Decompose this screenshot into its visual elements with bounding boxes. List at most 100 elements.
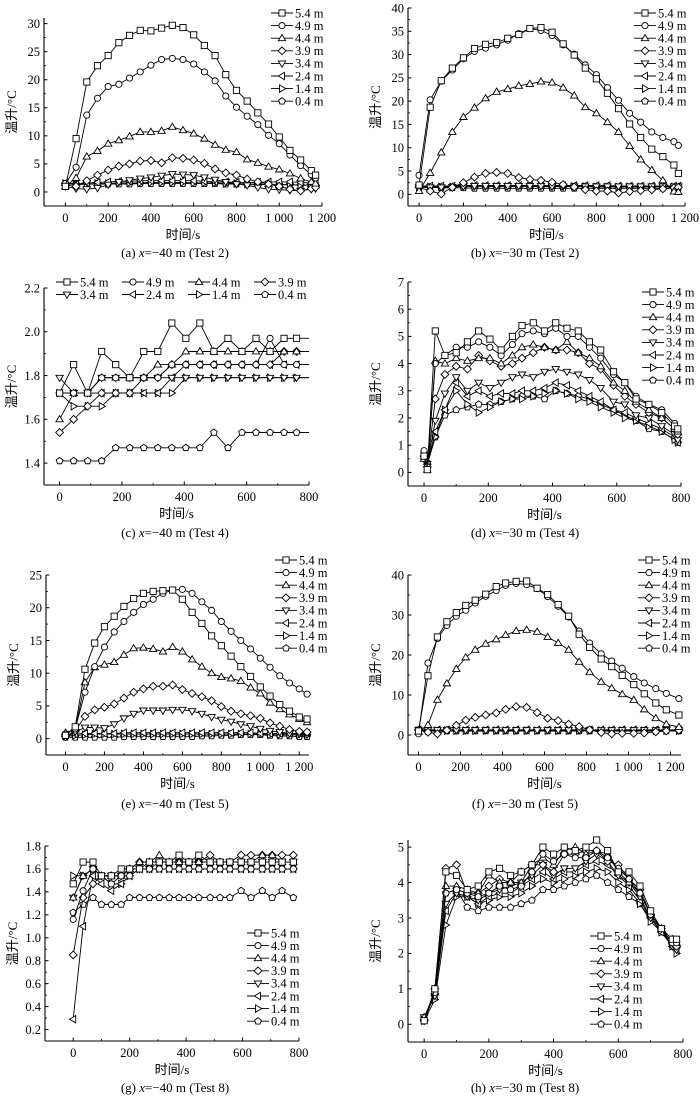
data-point [190,31,198,39]
data-point [200,41,208,50]
data-point [158,681,168,691]
series-line [423,368,679,466]
data-point [596,677,606,685]
y-tick-label: 1.0 [25,931,41,945]
data-point [55,456,64,465]
data-point [135,175,145,184]
legend-entry: 3.4 m [271,57,324,71]
data-point [223,374,233,383]
data-point [554,601,562,609]
data-point [80,728,88,738]
chart-panel-d: 0 200 400 600 800 0 1 2 3 4 5 6 7 时间/s 温升/°C 5.4 m 4.9 m… [350,270,700,545]
data-point [498,397,506,407]
figure-caption: (g) x=−40 m (Test 8) [0,1080,350,1096]
data-point [119,650,129,658]
data-point [139,388,147,398]
data-point [114,161,124,171]
data-point [254,109,262,117]
data-point [153,360,163,368]
data-point [285,679,294,687]
data-point [550,857,558,865]
x-tick-label: 0 [421,1047,427,1061]
data-point [236,709,246,719]
data-point [644,418,652,428]
data-point [237,865,245,873]
series-3-4m [419,366,683,469]
data-point [547,177,557,187]
data-point [252,428,260,436]
data-point [463,338,471,346]
data-point [423,466,431,474]
data-point [674,722,684,730]
series-3-9m [55,346,309,438]
data-point [442,868,450,876]
series-4-9m [61,54,320,188]
data-point [68,950,78,960]
data-point [231,147,241,156]
data-point [452,609,460,617]
data-point [485,903,493,911]
legend-label: 0.4 m [658,95,687,109]
x-tick-label: 200 [479,491,498,505]
data-point [532,627,542,635]
legend-label: 4.9 m [295,19,324,33]
data-point [80,724,90,733]
series-3-9m [60,680,312,742]
data-point [178,171,188,180]
data-point [106,886,115,896]
legend-marker-triangle-left-icon [644,618,652,628]
data-point [246,683,256,691]
data-point [507,886,515,894]
data-point [625,868,633,876]
data-point [597,655,605,663]
data-point [138,707,148,716]
y-tick-label: 25 [30,568,43,582]
data-point [88,871,96,881]
legend-label: 1.4 m [299,629,328,643]
series-4-4m [55,346,309,423]
data-point [148,644,158,652]
legend-label: 1.4 m [295,82,324,96]
legend-entry: 3.4 m [247,977,300,991]
data-point [165,865,173,873]
y-tick-label: 15 [28,101,41,115]
axes: 0 200 400 600 800 1 000 1 200 0 5 10 15 20 25 30 35 40 [392,1,700,225]
series-line [423,390,679,466]
data-point [618,664,626,672]
legend-marker-triangle-right-icon [283,631,291,641]
y-tick-label: 30 [392,48,405,62]
data-point [532,708,542,718]
data-point [614,127,624,135]
data-point [292,334,301,342]
data-point [586,643,594,651]
data-point [247,858,255,866]
series-line [65,57,316,184]
data-point [539,885,547,893]
data-point [539,850,547,858]
legend-entry: 3.4 m [590,980,643,994]
chart-e: 0 200 400 600 800 1 000 1 200 0 5 10 15 20 25 时间/s 温升/… [6,553,328,791]
data-point [625,875,633,883]
legend-label: 5.4 m [80,275,109,289]
x-axis-label: 时间/s [155,1062,190,1077]
caption-variable: x [489,245,496,260]
legend-marker-triangle-left-icon [281,618,289,628]
legend-entry: 4.4 m [275,579,328,593]
data-point [451,374,461,382]
series-group [55,319,309,465]
x-axis-label: 时间/s [527,776,562,791]
legend-entry: 1.4 m [638,629,691,643]
data-point [507,359,517,369]
y-tick-label: 0 [398,466,404,480]
legend-marker-triangle-up-icon [194,277,204,285]
data-point [97,900,106,908]
data-point [178,125,188,134]
data-point [155,858,163,866]
data-point [585,667,595,676]
series-line [423,322,679,470]
legend-marker-diamond-icon [260,277,270,287]
data-point [207,714,217,722]
y-tick-label: 3 [398,911,404,925]
legend-label: 1.4 m [658,82,687,96]
data-point [264,179,274,189]
